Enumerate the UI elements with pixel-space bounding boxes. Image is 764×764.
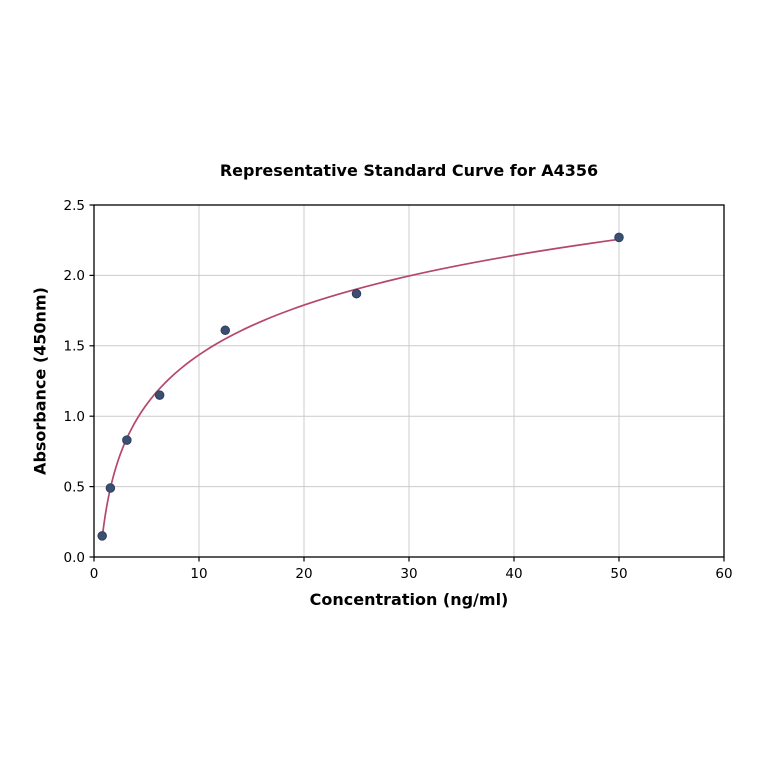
- y-tick-label: 1.0: [64, 409, 85, 425]
- y-tick-label: 0.5: [64, 479, 85, 495]
- x-tick-label: 20: [295, 566, 312, 582]
- grid-lines: [93, 204, 725, 558]
- x-axis-label: Concentration (ng/ml): [309, 590, 509, 609]
- tick-labels: 0 10 20 30 40 50 60 0.0 0.5 1.0 1.5 2.0 2.5: [64, 198, 733, 582]
- x-tick-label: 30: [400, 566, 417, 582]
- data-point: [122, 435, 132, 445]
- data-point: [351, 288, 362, 299]
- data-point: [105, 483, 116, 493]
- x-tick-label: 50: [610, 566, 627, 582]
- data-point: [220, 325, 230, 336]
- y-tick-label: 2.0: [64, 268, 85, 284]
- data-point: [97, 531, 107, 541]
- x-tick-label: 40: [505, 566, 522, 582]
- x-tick-label: 10: [190, 566, 207, 582]
- x-tick-label: 0: [90, 566, 99, 582]
- y-tick-label: 1.5: [64, 339, 85, 355]
- data-point: [154, 390, 165, 400]
- chart-title: Representative Standard Curve for A4356: [219, 161, 599, 180]
- data-points: [97, 232, 624, 541]
- tick-marks: [89, 204, 725, 562]
- x-tick-label: 60: [715, 566, 732, 582]
- y-tick-label: 0.0: [64, 550, 85, 566]
- y-tick-label: 2.5: [64, 198, 85, 214]
- fitted-curve: [101, 238, 620, 539]
- data-point: [614, 232, 624, 243]
